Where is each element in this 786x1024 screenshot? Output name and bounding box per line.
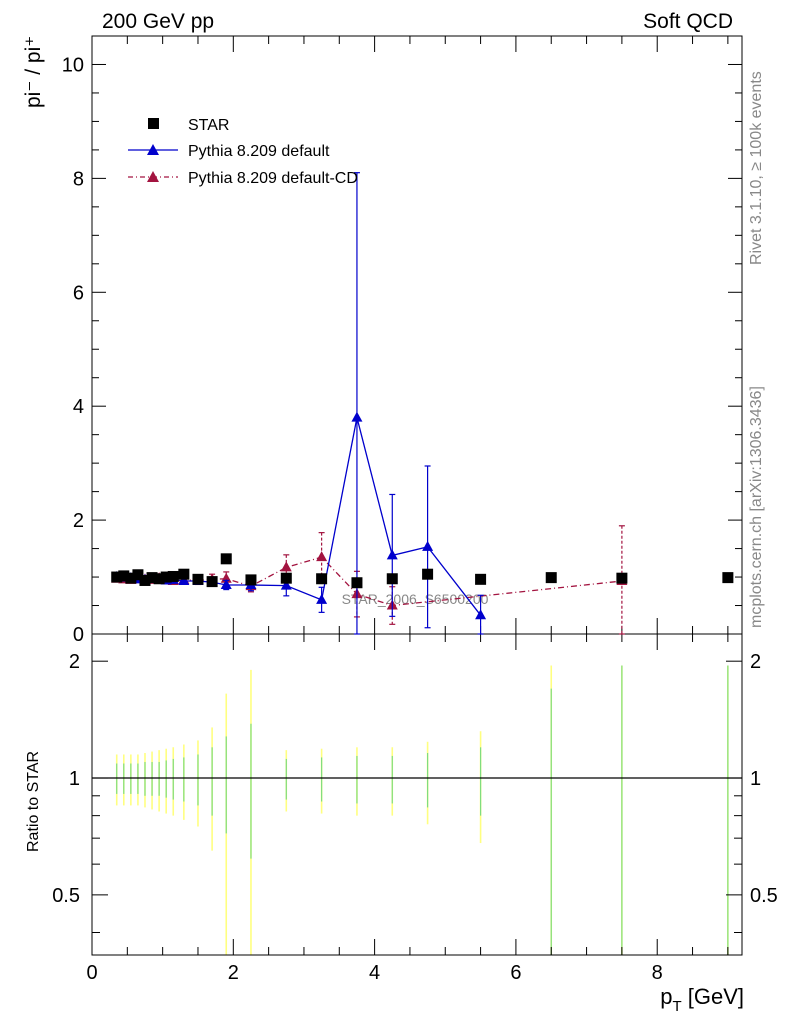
star-point <box>475 573 487 585</box>
legend-pythia-cd-label: Pythia 8.209 default-CD <box>188 170 358 187</box>
x-tick-label: 6 <box>510 962 521 984</box>
star-point <box>167 570 179 582</box>
ratio-plot-axes: 0.5 0.5 1 1 2 2 0 2 4 6 8 <box>52 633 778 984</box>
main-y-tick-label: 0 <box>73 624 84 646</box>
star-point <box>386 573 398 585</box>
main-y-axis-label: pi⁻ / pi⁺ <box>22 36 45 108</box>
star-point <box>111 571 123 583</box>
star-point <box>220 553 232 565</box>
pythia-point <box>386 549 398 560</box>
main-y-tick-label: 6 <box>73 282 84 304</box>
star-point <box>139 574 151 586</box>
star-point <box>118 570 130 582</box>
data-series <box>111 172 734 635</box>
star-point <box>132 569 144 581</box>
header-left-label: 200 GeV pp <box>102 10 214 33</box>
pythia-point <box>316 593 328 604</box>
pythia-cd-point <box>316 551 328 562</box>
header-right-label: Soft QCD <box>643 10 733 33</box>
x-tick-label: 8 <box>652 962 663 984</box>
ratio-y-tick-label-left: 1 <box>69 768 80 790</box>
legend-star-label: STAR <box>188 117 229 134</box>
legend-pythia-marker <box>147 144 159 155</box>
star-point <box>178 568 190 580</box>
pythia-point <box>351 411 363 422</box>
rivet-version-label: Rivet 3.1.10, ≥ 100k events <box>748 71 765 265</box>
star-point <box>722 572 734 584</box>
star-point <box>153 573 165 585</box>
star-point <box>545 572 557 584</box>
star-point <box>316 573 328 585</box>
main-y-tick-label: 8 <box>73 168 84 190</box>
ratio-y-tick-label-left: 0.5 <box>52 885 80 907</box>
star-point <box>616 572 628 584</box>
pythia-line <box>116 417 482 616</box>
analysis-watermark: STAR_2006_S6500200 <box>342 591 489 607</box>
pythia-point <box>475 609 487 620</box>
ratio-y-tick-label-left: 2 <box>69 651 80 673</box>
ratio-y-axis-label: Ratio to STAR <box>25 751 42 852</box>
star-point <box>146 572 158 584</box>
star-point <box>160 571 172 583</box>
ratio-y-tick-label-right: 1 <box>750 768 761 790</box>
x-tick-label: 2 <box>228 962 239 984</box>
legend-star-marker <box>148 118 159 129</box>
star-point <box>192 573 204 585</box>
star-point <box>351 577 363 589</box>
star-point <box>206 576 218 588</box>
legend-pythia-cd-marker <box>147 171 159 182</box>
main-y-tick-label: 10 <box>62 54 84 76</box>
ratio-plot-frame <box>91 633 743 956</box>
x-axis-label: pT [GeV] <box>660 984 744 1015</box>
ratio-y-tick-label-right: 2 <box>750 651 761 673</box>
main-y-tick-label: 2 <box>73 510 84 532</box>
legend: STAR Pythia 8.209 default Pythia 8.209 d… <box>128 117 358 187</box>
pythia-point <box>280 579 292 590</box>
star-point <box>422 568 434 580</box>
main-y-tick-label: 4 <box>73 396 84 418</box>
star-point <box>245 574 257 586</box>
x-tick-label: 0 <box>86 962 97 984</box>
star-point <box>280 572 292 584</box>
pythia-point <box>220 579 232 590</box>
legend-pythia-label: Pythia 8.209 default <box>188 143 330 160</box>
pythia-point <box>422 540 434 551</box>
pythia-cd-point <box>280 561 292 572</box>
ratio-y-tick-label-right: 0.5 <box>750 885 778 907</box>
x-tick-label: 4 <box>369 962 380 984</box>
star-point <box>125 572 137 584</box>
mcplots-label: mcplots.cern.ch [arXiv:1306.3436] <box>748 386 765 628</box>
main-plot-axes: 0 2 4 6 8 10 <box>62 35 743 646</box>
pythia-point <box>178 575 190 586</box>
ratio-error-bands <box>115 665 729 955</box>
